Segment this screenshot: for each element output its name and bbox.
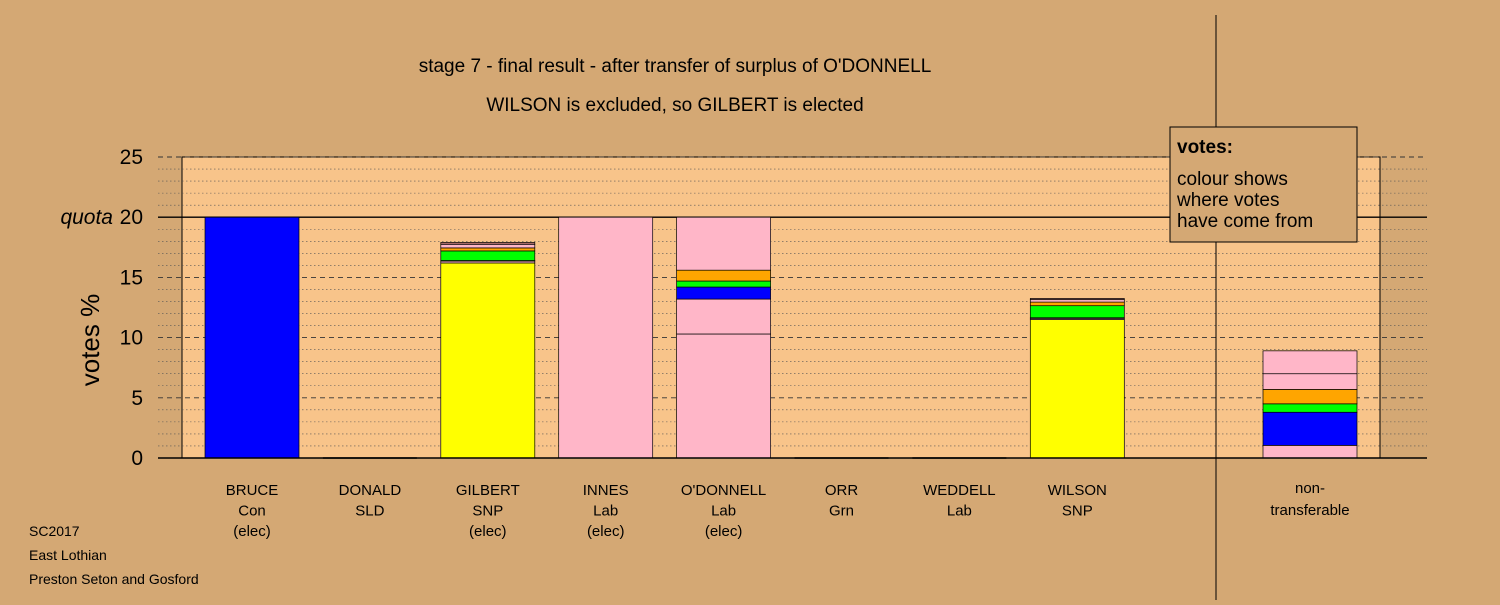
legend-line: where votes	[1176, 190, 1279, 211]
bar-segment	[1029, 299, 1125, 303]
bar-segment	[676, 286, 771, 300]
candidate-label: SLD	[355, 503, 384, 520]
quota-label: quota	[60, 206, 113, 229]
bar-segment	[676, 280, 771, 288]
legend-box	[1169, 126, 1358, 243]
bar-segment	[440, 250, 536, 261]
bar-segment	[440, 262, 536, 459]
legend-title: votes:	[1177, 137, 1233, 158]
candidate-label: (elec)	[233, 523, 271, 540]
y-tick-label: 5	[131, 387, 143, 410]
bar-segment	[440, 243, 536, 249]
bar-segment	[1029, 319, 1125, 459]
chart-title: stage 7 - final result - after transfer …	[419, 56, 932, 77]
non-transferable-label: transferable	[1270, 502, 1349, 519]
candidate-label: Lab	[711, 503, 736, 520]
legend-line: have come from	[1177, 211, 1313, 232]
bar-segment	[676, 216, 771, 271]
candidate-label: (elec)	[705, 523, 743, 540]
candidate-label: Lab	[593, 503, 618, 520]
bar-segment	[1029, 298, 1125, 301]
bar-segment	[440, 247, 536, 252]
legend: votes: colour shows where votes have com…	[1169, 126, 1358, 243]
y-tick-label: 0	[131, 447, 143, 470]
candidate-label: BRUCE	[226, 482, 279, 499]
bar-segment	[440, 242, 536, 245]
candidate-label: GILBERT	[456, 482, 520, 499]
candidate-label: (elec)	[469, 523, 507, 540]
bar-segment	[204, 216, 300, 459]
bar-segment	[676, 269, 771, 282]
candidate-label: (elec)	[587, 523, 625, 540]
bar-segment	[558, 216, 654, 459]
non-transferable-label: non-	[1295, 480, 1325, 497]
non-transferable-bar-segment	[1262, 350, 1358, 375]
y-axis-label: votes %	[75, 294, 105, 387]
candidate-label: SNP	[472, 503, 503, 520]
bar-segment	[1029, 305, 1125, 319]
bars	[204, 216, 1358, 459]
candidate-label: DONALD	[339, 482, 402, 499]
y-tick-label: 10	[120, 327, 143, 350]
y-tick-label: 25	[120, 146, 143, 169]
candidate-label: SNP	[1062, 503, 1093, 520]
non-transferable-bar-segment	[1262, 389, 1358, 405]
footer-line: Preston Seton and Gosford	[29, 571, 199, 587]
candidate-label: INNES	[583, 482, 629, 499]
footer: SC2017 East Lothian Preston Seton and Go…	[29, 523, 199, 587]
bar-segment	[676, 298, 771, 335]
candidate-label: ORR	[825, 482, 859, 499]
y-tick-label: 20	[120, 206, 143, 229]
candidate-label: Grn	[829, 503, 854, 520]
non-transferable-bar-segment	[1262, 373, 1358, 390]
candidate-label: WEDDELL	[923, 482, 996, 499]
legend-line: colour shows	[1177, 169, 1288, 190]
non-transferable-bar-segment	[1262, 445, 1358, 459]
footer-line: East Lothian	[29, 547, 107, 563]
bar-segment	[676, 333, 771, 459]
candidate-label: Lab	[947, 503, 972, 520]
non-transferable-bar-segment	[1262, 411, 1358, 446]
bar-segment	[1029, 301, 1125, 307]
chart-subtitle: WILSON is excluded, so GILBERT is electe…	[486, 95, 863, 116]
candidate-label: WILSON	[1048, 482, 1107, 499]
non-transferable-bar-segment	[1262, 403, 1358, 413]
candidate-label: Con	[238, 503, 266, 520]
candidate-label: O'DONNELL	[681, 482, 766, 499]
footer-line: SC2017	[29, 523, 80, 539]
y-tick-label: 15	[120, 266, 143, 289]
axes: BRUCE Con (elec) DONALD SLD GILBERT SNP (elec) I…	[120, 15, 1427, 600]
